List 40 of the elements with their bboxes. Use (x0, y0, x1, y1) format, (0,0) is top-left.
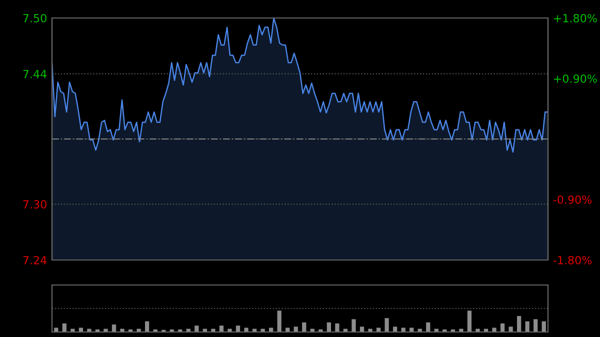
bar (508, 326, 513, 332)
bar (194, 326, 199, 332)
bar (410, 328, 414, 332)
bar (236, 326, 240, 332)
bar (326, 322, 331, 332)
bar (54, 328, 58, 332)
bar (112, 324, 116, 332)
y-tick-label: 7.24 (23, 256, 47, 264)
bar (302, 322, 306, 332)
bar (376, 328, 381, 332)
bar (534, 319, 538, 332)
bar (500, 323, 505, 332)
bar (384, 318, 389, 332)
bar (542, 321, 546, 332)
bar (360, 326, 364, 332)
bar (269, 328, 274, 332)
bar (352, 319, 356, 332)
bar (145, 321, 150, 332)
bar (492, 328, 496, 332)
y-tick-label: 7.30 (23, 200, 46, 209)
y-tick-label: 7.50 (23, 14, 46, 22)
bar (294, 326, 298, 332)
bar (393, 326, 398, 332)
bar (277, 310, 282, 332)
y2-tick-label: -1.80% (553, 256, 592, 264)
bar (219, 326, 224, 332)
y2-tick-label: +1.80% (554, 14, 597, 22)
bar (517, 316, 522, 332)
bar (467, 310, 472, 332)
bar (525, 321, 530, 332)
bar (335, 323, 340, 332)
y2-tick-label: +0.90% (554, 74, 597, 83)
bar (286, 328, 290, 332)
bar (62, 323, 66, 332)
bar (401, 328, 406, 332)
bar (244, 328, 248, 332)
y-tick-label: 7.44 (23, 70, 47, 78)
bar (78, 328, 83, 332)
y2-tick-label: -0.90% (553, 195, 592, 204)
bar (426, 322, 430, 332)
